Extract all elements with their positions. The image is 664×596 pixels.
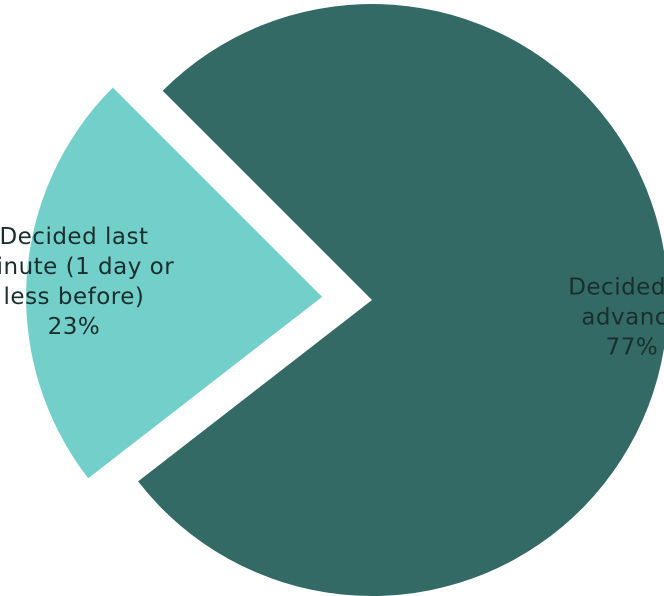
- slice-label-line: Decided in: [568, 274, 664, 300]
- slice-percent-label: 77%: [606, 334, 659, 360]
- slice-label-line: Decided last: [0, 224, 148, 250]
- slice-label-line: less before): [4, 284, 145, 310]
- slice-label-line: minute (1 day or: [0, 254, 174, 280]
- slice-decided-in-advance: [138, 4, 664, 596]
- slice-label: Decided in advance 77%: [568, 274, 664, 360]
- slice-decided-last-minute: [26, 87, 323, 479]
- slice-percent-label: 23%: [48, 314, 101, 340]
- slice-label: Decided last minute (1 day or less before)…: [0, 224, 174, 340]
- slice-label-line: advance: [581, 304, 664, 330]
